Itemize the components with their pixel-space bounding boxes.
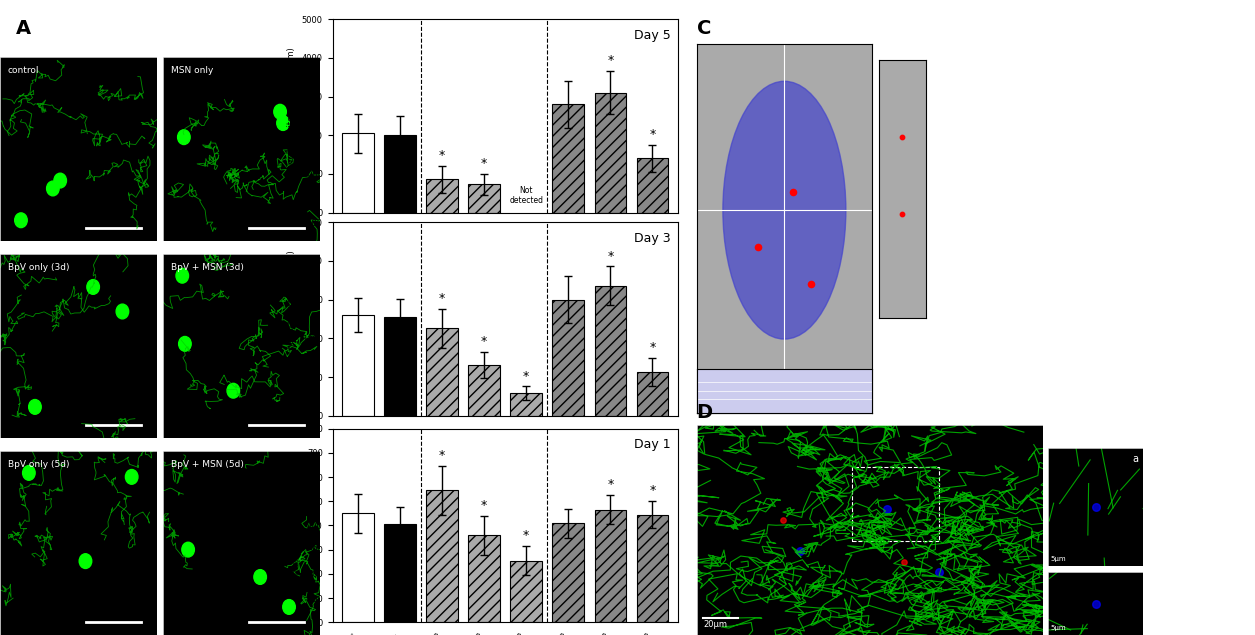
Point xyxy=(748,242,768,252)
Point xyxy=(892,132,912,142)
Circle shape xyxy=(46,181,59,196)
Point xyxy=(877,504,897,514)
Circle shape xyxy=(254,570,266,584)
Circle shape xyxy=(178,337,191,351)
Point xyxy=(1086,502,1106,512)
Text: *: * xyxy=(649,485,655,497)
Text: *: * xyxy=(523,370,530,383)
Circle shape xyxy=(117,304,129,319)
Bar xyxy=(468,364,499,416)
Bar xyxy=(595,286,626,416)
Text: 20μm: 20μm xyxy=(704,620,728,629)
Circle shape xyxy=(178,130,191,145)
Circle shape xyxy=(126,469,138,485)
Circle shape xyxy=(227,384,240,398)
Circle shape xyxy=(723,81,846,339)
Bar xyxy=(852,467,939,540)
Bar xyxy=(384,135,415,213)
Text: *: * xyxy=(649,128,655,141)
Text: *: * xyxy=(481,335,487,348)
Bar xyxy=(427,490,458,622)
Point xyxy=(1086,598,1106,608)
Point xyxy=(773,514,793,525)
Text: *: * xyxy=(439,450,446,462)
Circle shape xyxy=(15,213,28,227)
Bar xyxy=(636,159,668,213)
Circle shape xyxy=(274,104,286,119)
Bar xyxy=(468,535,499,622)
Bar xyxy=(595,510,626,622)
Bar xyxy=(552,523,584,622)
Y-axis label: Maximal neurite outgrowth (μm): Maximal neurite outgrowth (μm) xyxy=(287,251,296,387)
Text: *: * xyxy=(439,149,446,162)
Text: Day 5: Day 5 xyxy=(634,29,671,42)
Bar xyxy=(384,317,415,416)
Y-axis label: Maximal neurite outgrowth (μm): Maximal neurite outgrowth (μm) xyxy=(292,457,301,594)
Text: control: control xyxy=(8,67,39,76)
Text: BpV + MSN (3d): BpV + MSN (3d) xyxy=(171,263,243,272)
Circle shape xyxy=(23,465,35,480)
Bar xyxy=(343,315,374,416)
Bar xyxy=(595,93,626,213)
Bar xyxy=(511,394,542,416)
Text: Not
detected: Not detected xyxy=(510,185,543,205)
Text: BpV + MSN (5d): BpV + MSN (5d) xyxy=(171,460,243,469)
Text: *: * xyxy=(607,478,614,491)
Text: D: D xyxy=(697,403,713,422)
Circle shape xyxy=(176,269,188,283)
Circle shape xyxy=(79,554,92,568)
Text: 5μm: 5μm xyxy=(1050,625,1065,631)
Circle shape xyxy=(182,542,195,557)
Bar xyxy=(384,525,415,622)
Circle shape xyxy=(87,279,99,294)
Circle shape xyxy=(282,599,295,614)
Circle shape xyxy=(277,116,290,130)
Text: MSN only: MSN only xyxy=(171,67,213,76)
Text: *: * xyxy=(607,250,614,262)
Text: B: B xyxy=(333,19,348,38)
Bar xyxy=(636,514,668,622)
Text: 5μm: 5μm xyxy=(1050,556,1065,563)
Point xyxy=(895,556,915,566)
Point xyxy=(801,279,821,289)
Text: BpV only (5d): BpV only (5d) xyxy=(8,460,69,469)
Bar xyxy=(427,180,458,213)
Bar xyxy=(468,184,499,213)
Text: *: * xyxy=(481,157,487,170)
Circle shape xyxy=(54,173,67,188)
Text: BpV only (3d): BpV only (3d) xyxy=(8,263,69,272)
Point xyxy=(929,567,949,577)
Bar xyxy=(636,371,668,416)
Point xyxy=(783,187,803,197)
Bar xyxy=(343,133,374,213)
Text: *: * xyxy=(481,499,487,512)
Bar xyxy=(552,300,584,416)
Bar xyxy=(427,328,458,416)
Circle shape xyxy=(29,399,41,414)
Text: a: a xyxy=(1132,454,1138,464)
Text: Day 3: Day 3 xyxy=(634,232,671,245)
Bar xyxy=(552,104,584,213)
Point xyxy=(892,210,912,220)
Text: *: * xyxy=(523,529,530,542)
Bar xyxy=(511,561,542,622)
Text: *: * xyxy=(607,55,614,67)
Text: *: * xyxy=(439,292,446,305)
Y-axis label: Maximal neurite outgrowth (μm): Maximal neurite outgrowth (μm) xyxy=(287,48,296,184)
Point xyxy=(791,546,811,556)
Text: A: A xyxy=(16,19,31,38)
Text: Day 1: Day 1 xyxy=(634,438,671,451)
Bar xyxy=(343,513,374,622)
Text: C: C xyxy=(697,19,710,38)
Text: *: * xyxy=(649,341,655,354)
